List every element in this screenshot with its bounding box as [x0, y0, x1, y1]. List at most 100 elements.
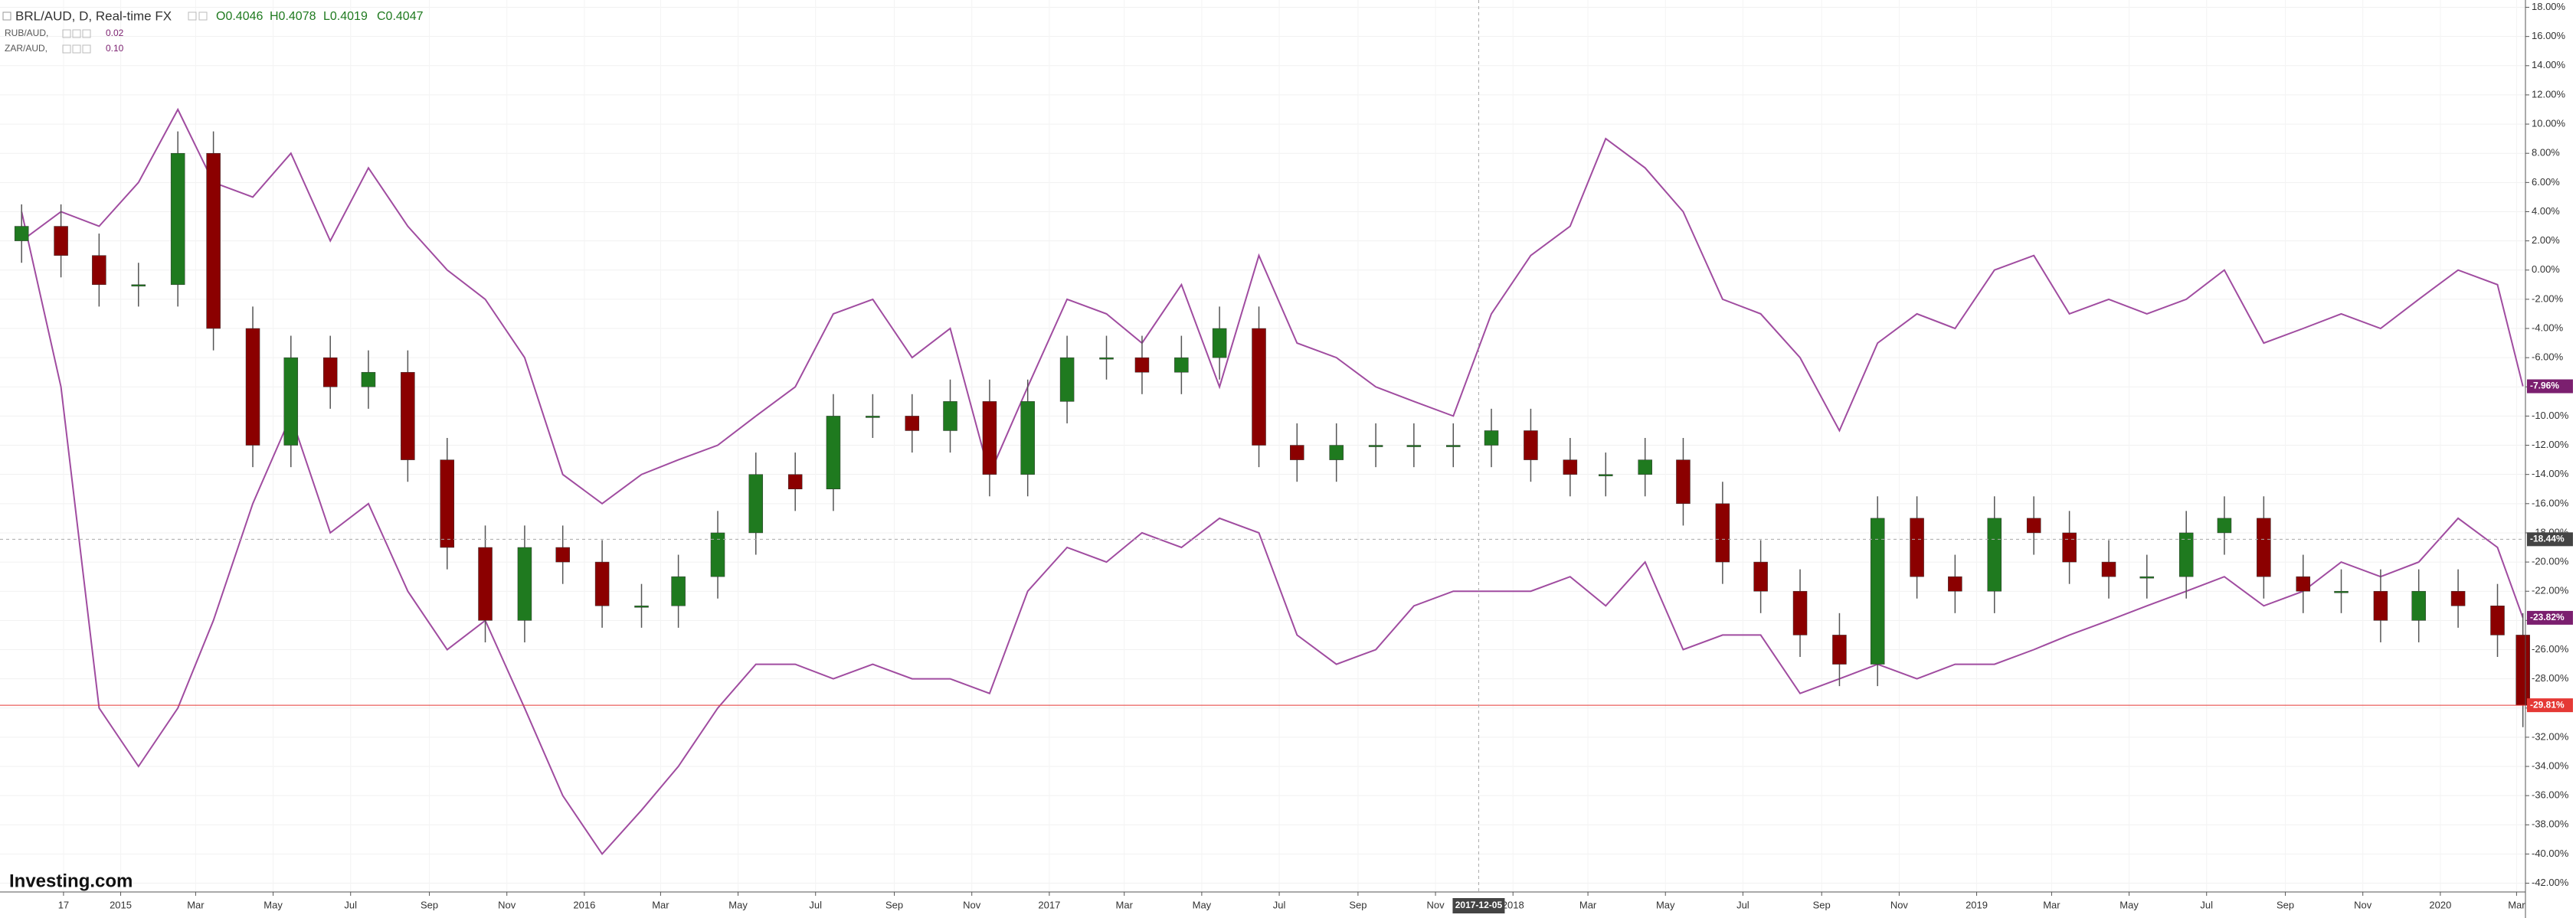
candle-body: [2411, 590, 2426, 621]
series-last-label: -23.82%: [2530, 612, 2565, 622]
candle-body: [245, 328, 260, 446]
candle-body: [1290, 445, 1304, 460]
x-tick-label: Nov: [963, 899, 981, 910]
candle-body: [1792, 590, 1808, 635]
y-tick-label: -22.00%: [2532, 585, 2569, 596]
candle-body: [1638, 459, 1652, 475]
candle-body: [2296, 576, 2311, 592]
candle-body: [1020, 401, 1035, 475]
y-tick-label: -32.00%: [2532, 730, 2569, 742]
candle-body: [1174, 357, 1189, 373]
candle-body: [2450, 590, 2466, 606]
candle-body: [54, 226, 68, 256]
last-price-label: -29.81%: [2530, 699, 2565, 710]
candle-body: [634, 606, 649, 608]
candle-body: [982, 401, 997, 475]
series-button[interactable]: [72, 29, 81, 38]
y-tick-label: -28.00%: [2532, 672, 2569, 684]
candle-body: [2257, 518, 2271, 577]
x-tick-label: Nov: [1890, 899, 1909, 910]
candle-body: [671, 576, 686, 606]
legend-icon[interactable]: [2, 11, 11, 21]
candle-body: [2373, 590, 2388, 621]
candle-body: [1212, 328, 1227, 358]
x-tick-label: Jul: [1736, 899, 1750, 910]
series-last-label: -7.96%: [2530, 381, 2559, 391]
x-tick-label: May: [1193, 899, 1212, 910]
candle-body: [866, 416, 880, 418]
series-line: [21, 211, 2524, 856]
y-tick-label: 14.00%: [2532, 59, 2566, 70]
x-tick-label: Nov: [1426, 899, 1445, 910]
candle-body: [92, 255, 106, 286]
candle-body: [1676, 459, 1691, 505]
candle-body: [2026, 518, 2041, 534]
candle-body: [1329, 445, 1344, 460]
x-tick-label: May: [2119, 899, 2139, 910]
legend-button[interactable]: [188, 11, 197, 21]
candle-body: [1948, 576, 1962, 592]
candle-body: [943, 401, 957, 431]
candle-body: [2178, 532, 2194, 577]
series-button[interactable]: [62, 44, 71, 54]
x-tick-label: Sep: [1813, 899, 1831, 910]
ohlc-value: L0.4019: [323, 10, 368, 23]
series-name: ZAR/AUD,: [5, 43, 47, 54]
x-tick-label: May: [1656, 899, 1675, 910]
y-tick-label: 4.00%: [2532, 205, 2560, 217]
candle-body: [206, 152, 221, 329]
series-value: 0.10: [106, 43, 124, 54]
candle-body: [1484, 430, 1499, 446]
legend-button[interactable]: [198, 11, 208, 21]
series-button[interactable]: [82, 44, 91, 54]
candle-body: [1987, 518, 2002, 592]
candle-body: [2490, 606, 2505, 635]
candle-body: [1099, 357, 1114, 360]
x-tick-label: 2018: [1502, 899, 1524, 910]
x-tick-label: Mar: [187, 899, 205, 910]
y-tick-label: -14.00%: [2532, 468, 2569, 479]
y-tick-label: -36.00%: [2532, 789, 2569, 801]
y-tick-label: 12.00%: [2532, 88, 2566, 100]
x-tick-label: Sep: [1349, 899, 1367, 910]
x-tick-label: 2017: [1038, 899, 1060, 910]
candle-body: [1446, 445, 1461, 447]
candle-body: [2515, 635, 2530, 706]
crosshair-x-bg: [1452, 898, 1505, 913]
x-tick-label: 2019: [1966, 899, 1988, 910]
x-tick-label: Sep: [2277, 899, 2294, 910]
series-button[interactable]: [62, 29, 71, 38]
y-tick-label: 10.00%: [2532, 118, 2566, 129]
series-button[interactable]: [72, 44, 81, 54]
x-tick-label: Mar: [2043, 899, 2060, 910]
series-last-label-bg: [2527, 610, 2573, 625]
x-tick-label: Jul: [809, 899, 822, 910]
candle-body: [283, 357, 299, 446]
candle-body: [748, 474, 764, 534]
x-tick-label: Sep: [421, 899, 438, 910]
series-button[interactable]: [82, 29, 91, 38]
candle-body: [2101, 561, 2116, 577]
candle-body: [2062, 532, 2077, 563]
y-tick-label: -26.00%: [2532, 643, 2569, 655]
x-tick-label: 2016: [573, 899, 595, 910]
x-tick-label: 2020: [2429, 899, 2451, 910]
candle-body: [1524, 430, 1538, 460]
candle-body: [826, 416, 841, 489]
y-tick-label: -2.00%: [2532, 292, 2564, 304]
candle-body: [1753, 561, 1768, 592]
series-value: 0.02: [106, 28, 124, 38]
x-tick-label: 17: [58, 899, 69, 910]
candle-body: [1059, 357, 1075, 402]
x-tick-label: Jul: [1273, 899, 1286, 910]
series-last-label-bg: [2527, 379, 2573, 394]
x-tick-label: Jul: [2200, 899, 2213, 910]
candle-body: [401, 371, 415, 460]
y-tick-label: 0.00%: [2532, 263, 2560, 275]
candle-body: [1910, 518, 1924, 577]
series-line: [21, 107, 2524, 505]
marks: [14, 107, 2530, 856]
